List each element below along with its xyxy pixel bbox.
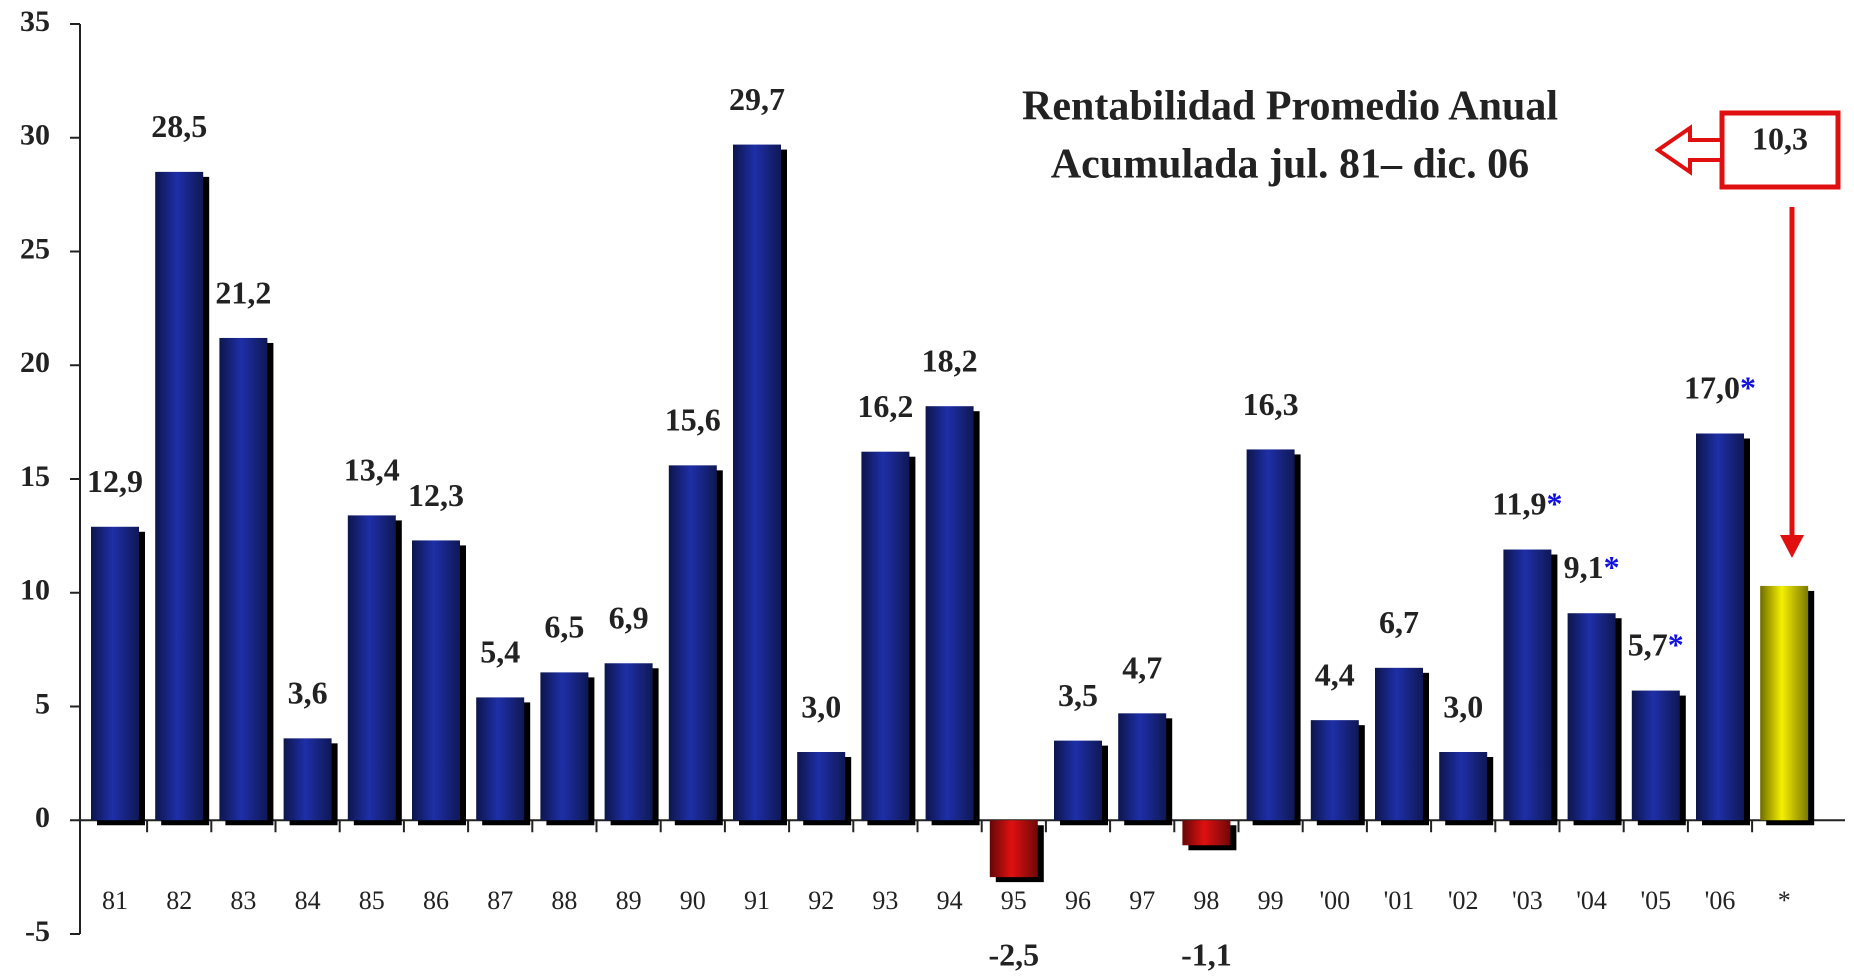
- x-tick-label: 98: [1193, 886, 1219, 915]
- y-tick-label: 15: [20, 460, 50, 493]
- x-tick-label: *: [1778, 886, 1791, 915]
- value-label: 11,9*: [1492, 486, 1562, 522]
- bar: [1375, 667, 1423, 821]
- x-tick-label: 86: [423, 886, 449, 915]
- bar: [989, 820, 1038, 878]
- x-tick-label: '01: [1384, 886, 1415, 915]
- annotation: [1654, 110, 1841, 558]
- x-tick-label: 91: [744, 886, 770, 915]
- x-tick-label: 96: [1065, 886, 1091, 915]
- value-label: 6,5: [544, 609, 584, 645]
- value-label: 21,2: [215, 274, 271, 310]
- value-label: 4,4: [1315, 656, 1355, 692]
- bar: [540, 672, 589, 821]
- value-label: 13,4: [344, 452, 400, 488]
- bar: [1760, 585, 1809, 821]
- value-label: 16,3: [1243, 386, 1299, 422]
- x-tick-label: '04: [1576, 886, 1607, 915]
- value-label: 12,3: [408, 477, 464, 513]
- x-tick-label: '05: [1640, 886, 1671, 915]
- callout-arrow: [1654, 124, 1724, 176]
- bar: [347, 515, 396, 821]
- value-label: 3,0: [801, 688, 841, 724]
- value-label: 29,7: [729, 81, 785, 117]
- value-label: 4,7: [1122, 650, 1162, 686]
- y-tick-label: 0: [35, 801, 50, 834]
- bar: [155, 171, 204, 821]
- x-tick-label: '06: [1705, 886, 1736, 915]
- bar: [1696, 433, 1744, 821]
- value-label: 12,9: [87, 463, 143, 499]
- x-tick-label: 88: [551, 886, 577, 915]
- bar: [1631, 690, 1680, 821]
- value-label: 28,5: [151, 108, 207, 144]
- x-tick-label: 83: [230, 886, 256, 915]
- x-tick-label: 93: [872, 886, 898, 915]
- value-label: 5,7*: [1628, 627, 1684, 663]
- y-tick-label: 35: [20, 5, 50, 38]
- value-label: 3,6: [288, 675, 328, 711]
- bar: [1182, 820, 1231, 846]
- y-tick-label: 25: [20, 232, 50, 265]
- value-label: 6,9: [609, 600, 649, 636]
- bar: [476, 697, 525, 821]
- bar: [668, 465, 717, 821]
- bar: [861, 451, 910, 821]
- value-label: -1,1: [1181, 936, 1232, 972]
- bar: [91, 526, 139, 821]
- x-tick-label: 89: [616, 886, 642, 915]
- value-label: 3,0: [1443, 688, 1483, 724]
- x-tick-label: 99: [1258, 886, 1284, 915]
- bar: [1310, 720, 1359, 821]
- bar: [925, 406, 974, 821]
- x-tick-label: '02: [1448, 886, 1479, 915]
- y-tick-label: 10: [20, 574, 50, 607]
- y-tick-label: -5: [25, 915, 50, 948]
- bar: [604, 663, 653, 821]
- value-label: 5,4: [480, 634, 520, 670]
- x-tick-label: 82: [166, 886, 192, 915]
- bar: [1246, 449, 1295, 821]
- value-label: 17,0*: [1684, 370, 1756, 406]
- bar: [797, 752, 846, 821]
- x-tick-label: '03: [1512, 886, 1543, 915]
- value-label: 16,2: [857, 388, 913, 424]
- bar: [1503, 549, 1552, 821]
- annotation-title: Rentabilidad Promedio Anual: [1022, 84, 1558, 130]
- x-tick-label: 92: [808, 886, 834, 915]
- bar: [1118, 713, 1167, 821]
- y-tick-label: 30: [20, 119, 50, 152]
- value-label: -2,5: [988, 936, 1039, 972]
- x-tick-label: 85: [359, 886, 385, 915]
- value-label: 9,1*: [1564, 550, 1620, 586]
- annotation-title: Acumulada jul. 81– dic. 06: [1051, 142, 1529, 188]
- x-tick-label: 95: [1001, 886, 1027, 915]
- x-tick-label: 90: [680, 886, 706, 915]
- bar: [1567, 613, 1616, 821]
- bar: [1054, 740, 1102, 821]
- x-tick-label: 97: [1129, 886, 1155, 915]
- x-tick-label: 94: [937, 886, 963, 915]
- bar: [733, 144, 781, 821]
- value-label: 10,3: [1752, 120, 1808, 156]
- pointer-head: [1780, 535, 1804, 558]
- value-label: 18,2: [922, 343, 978, 379]
- bar: [219, 337, 268, 821]
- y-tick-label: 5: [35, 687, 50, 720]
- x-tick-label: 84: [295, 886, 321, 915]
- value-label: 15,6: [665, 402, 721, 438]
- bar: [283, 738, 332, 821]
- x-tick-label: 81: [102, 886, 128, 915]
- value-label: 6,7: [1379, 604, 1419, 640]
- bar: [1439, 752, 1488, 821]
- y-tick-label: 20: [20, 346, 50, 379]
- x-tick-label: '00: [1319, 886, 1350, 915]
- value-label: 3,5: [1058, 677, 1098, 713]
- bar: [412, 540, 460, 821]
- x-tick-label: 87: [487, 886, 513, 915]
